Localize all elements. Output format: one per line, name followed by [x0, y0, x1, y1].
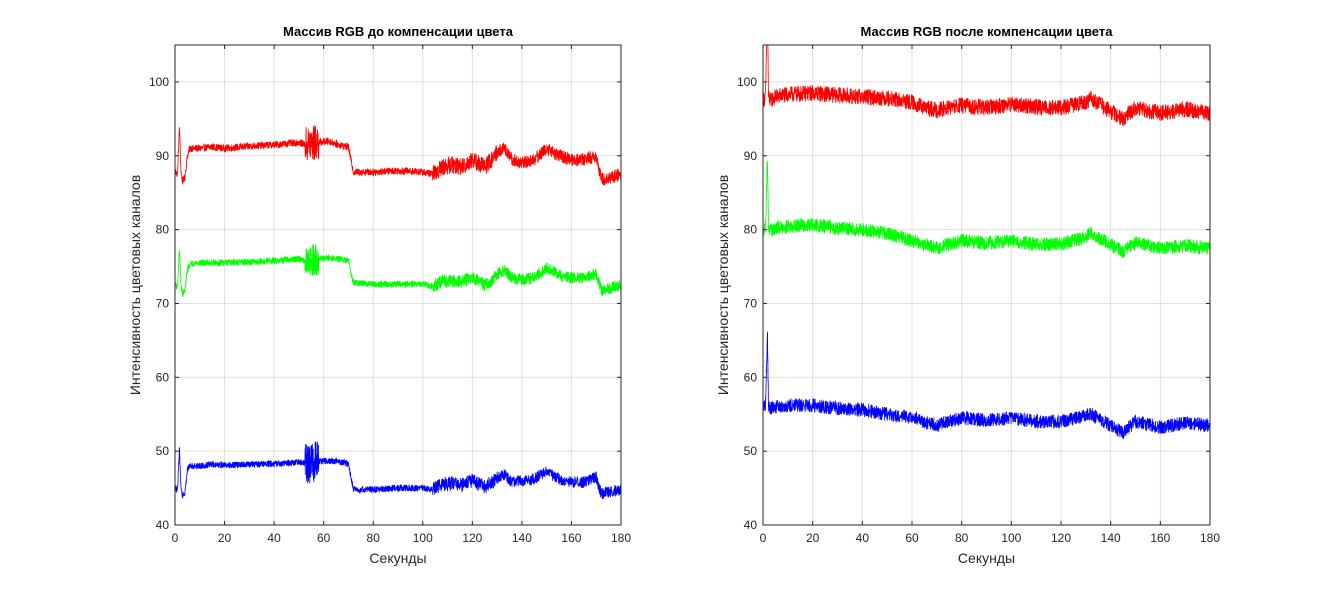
chart-panel-after: 0 20 40 60 80 100 120 140 160 180 40 50 60 70 80 90 100 М…	[715, 24, 1220, 566]
y-axis-label: Интенсивность цветовых каналов	[715, 175, 731, 395]
series-line-green	[175, 243, 621, 298]
chart-title: Массив RGB до компенсации цвета	[283, 24, 514, 39]
y-tick-label: 90	[156, 149, 170, 163]
x-tick-label: 40	[856, 531, 870, 545]
y-tick-label: 60	[744, 370, 758, 384]
series-line-green	[763, 160, 1210, 259]
y-tick-label: 70	[156, 296, 170, 310]
x-tick-label: 140	[1101, 531, 1121, 545]
x-tick-label: 40	[267, 531, 281, 545]
x-tick-label: 0	[172, 531, 179, 545]
y-tick-label: 80	[744, 223, 758, 237]
chart-title: Массив RGB после компенсации цвета	[861, 24, 1114, 39]
x-tick-label: 180	[1200, 531, 1220, 545]
x-tick-label: 60	[317, 531, 331, 545]
y-tick-label: 100	[737, 75, 757, 89]
x-tick-label: 20	[806, 531, 820, 545]
x-tick-label: 20	[218, 531, 232, 545]
series-line-red	[175, 125, 621, 186]
y-tick-label: 60	[156, 370, 170, 384]
y-tick-label: 50	[744, 444, 758, 458]
x-tick-label: 120	[1051, 531, 1071, 545]
series-line-red	[763, 45, 1210, 126]
x-tick-label: 80	[367, 531, 381, 545]
x-tick-label: 0	[760, 531, 767, 545]
y-tick-label: 50	[156, 444, 170, 458]
x-tick-label: 160	[1150, 531, 1170, 545]
x-axis-label: Секунды	[369, 550, 426, 566]
x-axis-label: Секунды	[958, 550, 1015, 566]
plot-frame	[174, 44, 622, 526]
x-tick-label: 160	[561, 531, 581, 545]
x-tick-label: 120	[462, 531, 482, 545]
x-tick-label: 100	[1001, 531, 1021, 545]
y-tick-label: 80	[156, 223, 170, 237]
series-line-blue	[175, 441, 621, 499]
series-line-blue	[763, 331, 1210, 440]
x-tick-label: 180	[611, 531, 631, 545]
y-axis-label: Интенсивность цветовых каналов	[127, 175, 143, 395]
x-tick-label: 140	[512, 531, 532, 545]
plot-frame	[762, 44, 1211, 526]
y-tick-label: 100	[149, 75, 169, 89]
y-tick-label: 70	[744, 296, 758, 310]
x-tick-label: 60	[905, 531, 919, 545]
y-tick-label: 90	[744, 149, 758, 163]
x-tick-label: 100	[413, 531, 433, 545]
y-tick-label: 40	[156, 518, 170, 532]
chart-panel-before: 0 20 40 60 80 100 120 140 160 180 40 50 60 70 80 90 100 М…	[127, 24, 631, 566]
y-tick-label: 40	[744, 518, 758, 532]
x-tick-label: 80	[955, 531, 969, 545]
